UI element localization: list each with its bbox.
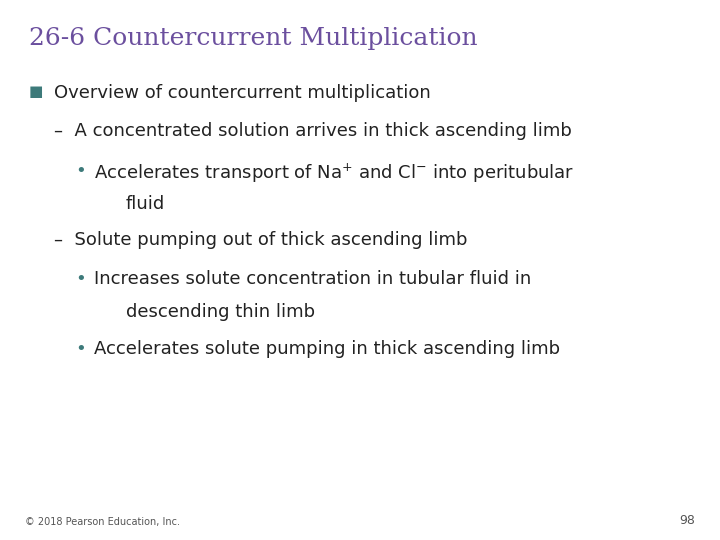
Text: descending thin limb: descending thin limb bbox=[126, 303, 315, 321]
Text: –  A concentrated solution arrives in thick ascending limb: – A concentrated solution arrives in thi… bbox=[54, 122, 572, 139]
Text: Increases solute concentration in tubular fluid in: Increases solute concentration in tubula… bbox=[94, 270, 531, 288]
Text: 26-6 Countercurrent Multiplication: 26-6 Countercurrent Multiplication bbox=[29, 27, 477, 50]
Text: Overview of countercurrent multiplication: Overview of countercurrent multiplicatio… bbox=[54, 84, 431, 102]
Text: 98: 98 bbox=[679, 514, 695, 526]
Text: –  Solute pumping out of thick ascending limb: – Solute pumping out of thick ascending … bbox=[54, 231, 467, 249]
Text: Accelerates transport of Na$^{+}$ and Cl$^{-}$ into peritubular: Accelerates transport of Na$^{+}$ and Cl… bbox=[94, 162, 574, 185]
Text: Accelerates solute pumping in thick ascending limb: Accelerates solute pumping in thick asce… bbox=[94, 340, 559, 358]
Text: © 2018 Pearson Education, Inc.: © 2018 Pearson Education, Inc. bbox=[25, 516, 180, 526]
Text: •: • bbox=[76, 340, 86, 358]
Text: •: • bbox=[76, 270, 86, 288]
Text: •: • bbox=[76, 162, 86, 180]
Text: fluid: fluid bbox=[126, 195, 166, 213]
Text: ■: ■ bbox=[29, 84, 43, 99]
